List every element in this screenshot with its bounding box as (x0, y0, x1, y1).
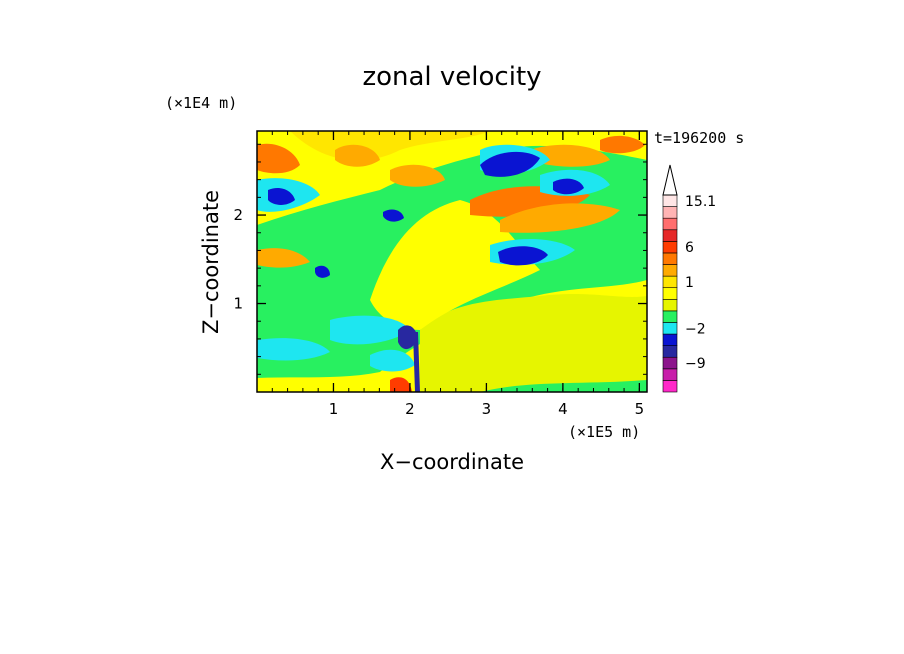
x-unit-label: (×1E5 m) (568, 423, 640, 441)
colorbar-swatch (662, 310, 678, 323)
colorbar-swatch (662, 368, 678, 381)
contour-field (256, 130, 648, 393)
colorbar-label: 6 (685, 240, 694, 256)
colorbar-swatch (662, 298, 678, 312)
chart-title: zonal velocity (362, 62, 541, 92)
x-tick-label: 3 (482, 400, 492, 418)
time-label: t=196200 s (654, 129, 744, 147)
colorbar-swatch (662, 217, 678, 231)
y-axis: 12 (233, 143, 647, 375)
colorbar-swatch (662, 356, 678, 370)
x-tick-label: 5 (635, 400, 645, 418)
colorbar-swatch (662, 229, 678, 242)
colorbar-swatch (662, 194, 678, 207)
x-axis: 1 2 3 4 5 (271, 131, 645, 418)
colorbar-swatch (662, 287, 678, 300)
x-tick-label: 2 (405, 400, 415, 418)
y-tick-label: 2 (233, 206, 243, 224)
colorbar-swatch (662, 380, 678, 393)
colorbar-arrow (662, 164, 678, 196)
colorbar-swatch (662, 264, 678, 277)
x-tick-label: 4 (558, 400, 568, 418)
colorbar-swatch (662, 322, 678, 335)
colorbar-swatch (662, 275, 678, 289)
colorbar-label: 15.1 (685, 194, 716, 210)
y-axis-title: Z−coordinate (199, 190, 223, 334)
colorbar-swatch (662, 206, 678, 219)
y-unit-label: (×1E4 m) (165, 94, 237, 112)
colorbar-swatch (662, 241, 678, 254)
colorbar-swatch (662, 333, 678, 346)
colorbar-label: −9 (685, 356, 706, 372)
x-axis-title: X−coordinate (380, 450, 524, 474)
colorbar-swatch (662, 252, 678, 265)
x-tick-label: 1 (329, 400, 339, 418)
colorbar-swatch (662, 345, 678, 358)
colorbar: 15.1 6 1 −2 −9 (662, 164, 716, 393)
y-tick-label: 1 (233, 295, 243, 313)
colorbar-label: 1 (685, 275, 694, 291)
colorbar-label: −2 (685, 321, 706, 337)
